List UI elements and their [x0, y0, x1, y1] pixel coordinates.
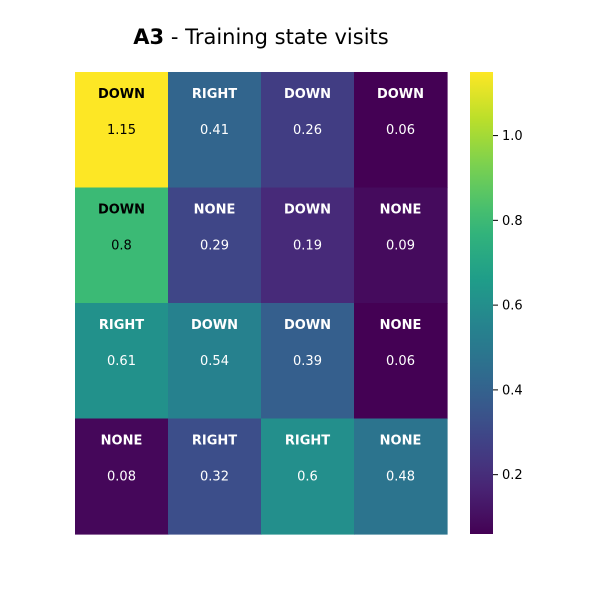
cell-value-label: 0.61 [107, 354, 136, 369]
chart-title-bold: A3 [133, 25, 164, 49]
cell-action-label: DOWN [98, 87, 145, 102]
heatmap-cell [261, 418, 355, 535]
cell-value-label: 0.08 [107, 470, 136, 485]
cell-value-label: 0.32 [200, 470, 229, 485]
cell-value-label: 0.8 [111, 239, 132, 254]
heatmap-cell [168, 303, 262, 420]
colorbar: 0.2 0.4 0.6 0.8 1.0 [470, 72, 523, 534]
colorbar-tick-label: 0.2 [502, 468, 523, 483]
cell-action-label: DOWN [191, 318, 238, 333]
cell-action-label: DOWN [377, 87, 424, 102]
cell-action-label: DOWN [284, 318, 331, 333]
cell-value-label: 0.39 [293, 354, 322, 369]
heatmap-cell [75, 187, 169, 304]
cell-action-label: NONE [101, 434, 143, 449]
colorbar-tick-label: 0.4 [502, 383, 523, 398]
cell-action-label: NONE [380, 318, 422, 333]
cell-value-label: 1.15 [107, 123, 136, 138]
heatmap-cell [168, 418, 262, 535]
colorbar-tick-label: 0.6 [502, 299, 523, 314]
cell-action-label: DOWN [284, 87, 331, 102]
cell-action-label: NONE [380, 434, 422, 449]
chart-title-rest: - Training state visits [164, 25, 389, 49]
heatmap-cells: DOWN 1.15 RIGHT 0.41 DOWN 0.26 DOWN 0.06 DOWN 0.8… [75, 72, 448, 535]
heatmap-cell [168, 187, 262, 304]
heatmap-cell [354, 303, 448, 420]
heatmap-cell [75, 303, 169, 420]
cell-value-label: 0.41 [200, 123, 229, 138]
cell-action-label: RIGHT [99, 318, 144, 333]
heatmap-cell [354, 72, 448, 189]
cell-value-label: 0.48 [386, 470, 415, 485]
chart-title: A3 - Training state visits [133, 25, 388, 49]
heatmap-cell [261, 187, 355, 304]
cell-action-label: NONE [194, 203, 236, 218]
heatmap-cell [168, 72, 262, 189]
cell-action-label: RIGHT [192, 434, 237, 449]
cell-action-label: NONE [380, 203, 422, 218]
cell-value-label: 0.54 [200, 354, 229, 369]
cell-action-label: RIGHT [285, 434, 330, 449]
cell-action-label: DOWN [284, 203, 331, 218]
heatmap-cell [354, 418, 448, 535]
heatmap-cell [75, 72, 169, 189]
colorbar-gradient [470, 72, 493, 534]
cell-value-label: 0.29 [200, 239, 229, 254]
colorbar-tick-label: 0.8 [502, 214, 523, 229]
cell-value-label: 0.26 [293, 123, 322, 138]
heatmap-cell [261, 72, 355, 189]
cell-value-label: 0.06 [386, 123, 415, 138]
cell-value-label: 0.6 [297, 470, 318, 485]
colorbar-tick-label: 1.0 [502, 129, 523, 144]
cell-value-label: 0.06 [386, 354, 415, 369]
cell-action-label: DOWN [98, 203, 145, 218]
cell-value-label: 0.09 [386, 239, 415, 254]
heatmap-cell [261, 303, 355, 420]
heatmap-cell [75, 418, 169, 535]
heatmap-cell [354, 187, 448, 304]
cell-value-label: 0.19 [293, 239, 322, 254]
cell-action-label: RIGHT [192, 87, 237, 102]
